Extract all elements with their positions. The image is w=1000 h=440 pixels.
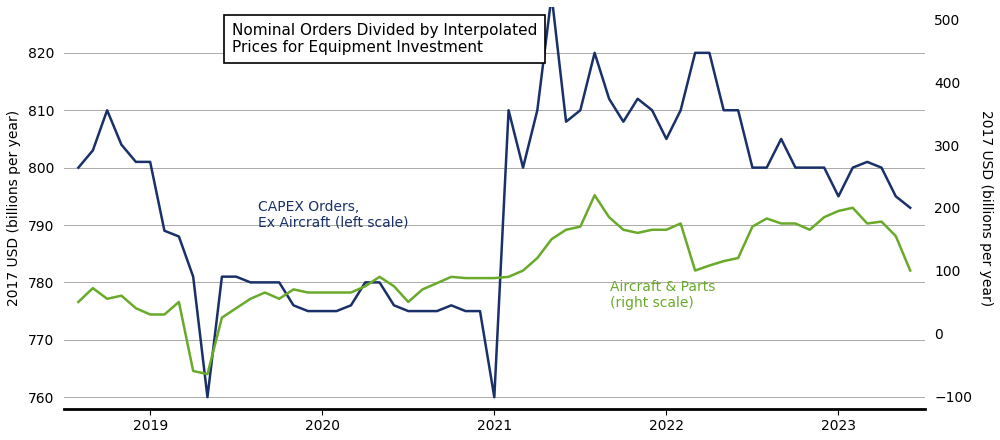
Text: Nominal Orders Divided by Interpolated
Prices for Equipment Investment: Nominal Orders Divided by Interpolated P… xyxy=(232,23,537,55)
Text: CAPEX Orders,
Ex Aircraft (left scale): CAPEX Orders, Ex Aircraft (left scale) xyxy=(258,200,408,230)
Y-axis label: 2017 USD (billions per year): 2017 USD (billions per year) xyxy=(7,110,21,306)
Text: Aircraft & Parts
(right scale): Aircraft & Parts (right scale) xyxy=(610,280,716,310)
Y-axis label: 2017 USD (billions per year): 2017 USD (billions per year) xyxy=(979,110,993,306)
